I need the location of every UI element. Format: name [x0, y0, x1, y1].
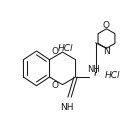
- Text: O: O: [51, 47, 58, 56]
- Text: O: O: [103, 21, 110, 30]
- Text: HCl: HCl: [105, 71, 120, 80]
- Text: NH: NH: [60, 103, 74, 112]
- Text: NH: NH: [88, 65, 100, 74]
- Text: O: O: [51, 81, 58, 90]
- Text: HCl: HCl: [58, 44, 73, 53]
- Text: N: N: [103, 47, 110, 56]
